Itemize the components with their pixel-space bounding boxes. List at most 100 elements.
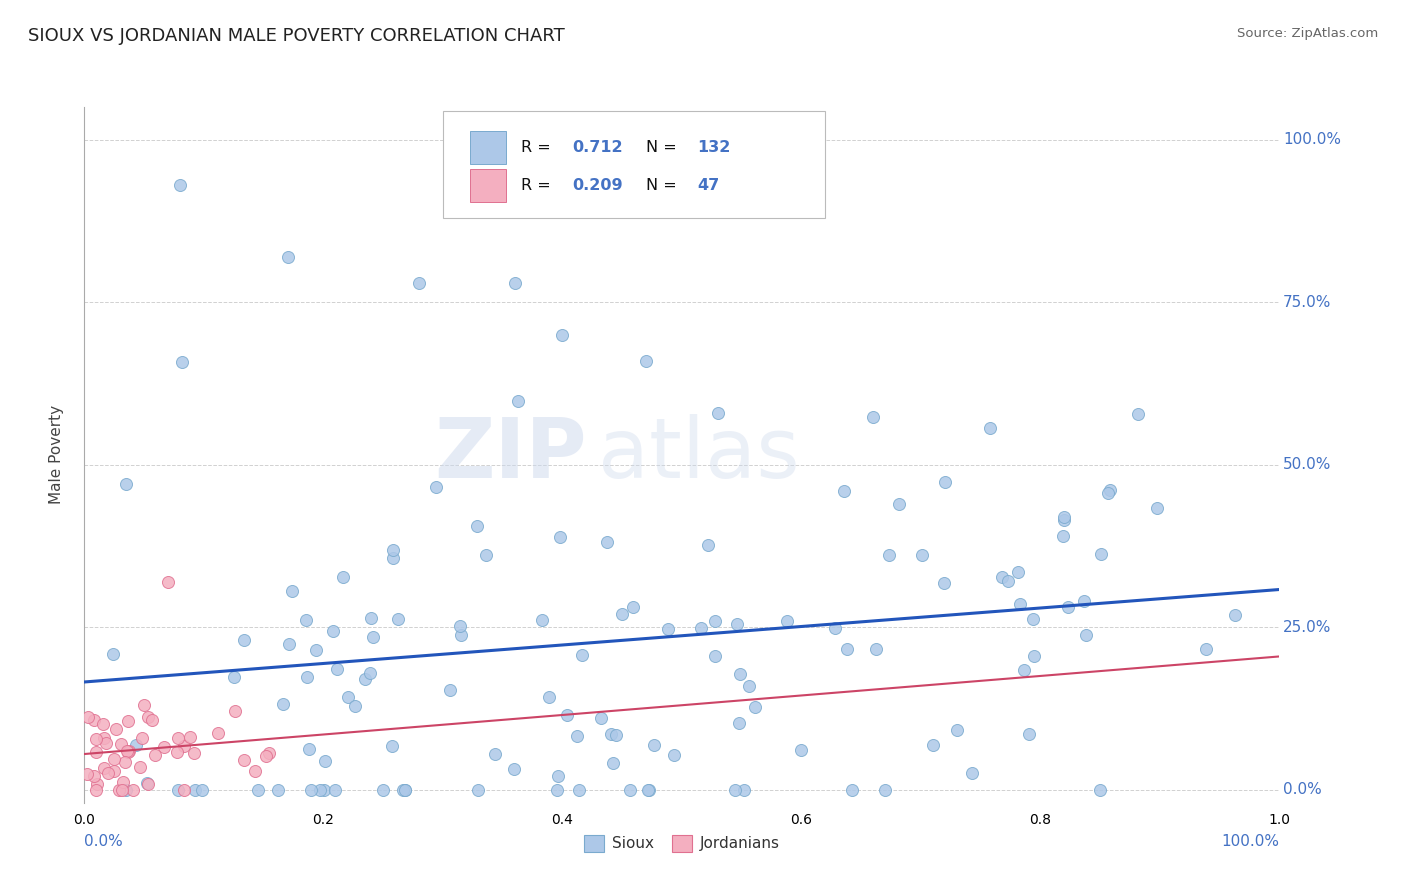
- Point: [960, 765, 983, 780]
- Point: [508, 393, 530, 408]
- Point: [837, 642, 859, 657]
- Point: [93, 761, 115, 775]
- Point: [503, 276, 526, 290]
- Point: [550, 530, 572, 544]
- Point: [247, 782, 270, 797]
- Point: [86, 777, 108, 791]
- Point: [832, 484, 855, 499]
- Text: 0.712: 0.712: [572, 140, 623, 155]
- Point: [96, 736, 118, 750]
- Text: 47: 47: [697, 178, 720, 194]
- Point: [107, 782, 129, 797]
- Text: 25.0%: 25.0%: [1284, 620, 1331, 635]
- Text: 0.0%: 0.0%: [84, 834, 124, 849]
- Point: [97, 765, 120, 780]
- FancyBboxPatch shape: [443, 111, 825, 219]
- Point: [131, 731, 153, 745]
- Point: [184, 782, 207, 797]
- Point: [610, 607, 633, 621]
- Point: [157, 574, 180, 589]
- Point: [273, 698, 295, 712]
- Point: [312, 782, 335, 797]
- Point: [475, 548, 498, 562]
- Point: [86, 731, 108, 746]
- Point: [136, 776, 159, 790]
- Point: [224, 705, 246, 719]
- Point: [1018, 727, 1040, 741]
- Point: [115, 744, 138, 758]
- Point: [991, 570, 1014, 584]
- Text: 100.0%: 100.0%: [1222, 834, 1279, 849]
- Point: [439, 683, 461, 698]
- Point: [1225, 607, 1247, 622]
- Point: [276, 250, 298, 264]
- Point: [336, 690, 359, 704]
- Point: [531, 613, 554, 627]
- Text: Source: ZipAtlas.com: Source: ZipAtlas.com: [1237, 27, 1378, 40]
- Point: [257, 746, 280, 760]
- Point: [278, 637, 301, 651]
- Point: [697, 538, 720, 552]
- Point: [360, 611, 382, 625]
- Point: [932, 575, 955, 590]
- Point: [222, 670, 245, 684]
- Point: [727, 616, 749, 631]
- Point: [467, 782, 489, 797]
- Point: [344, 698, 367, 713]
- Point: [662, 747, 685, 762]
- Point: [1057, 600, 1080, 615]
- Point: [332, 569, 354, 583]
- Y-axis label: Male Poverty: Male Poverty: [49, 405, 63, 505]
- Point: [605, 728, 627, 742]
- Point: [394, 782, 416, 797]
- Point: [190, 782, 212, 797]
- Point: [465, 518, 488, 533]
- Point: [744, 700, 766, 714]
- Point: [359, 665, 381, 680]
- Point: [1098, 483, 1121, 497]
- Point: [111, 775, 134, 789]
- Point: [243, 764, 266, 779]
- Point: [299, 782, 322, 797]
- Point: [118, 744, 141, 758]
- Point: [1090, 548, 1112, 562]
- Point: [634, 353, 657, 368]
- Point: [322, 624, 344, 639]
- Point: [84, 745, 107, 759]
- Point: [1195, 642, 1218, 657]
- Point: [173, 782, 195, 797]
- Point: [233, 753, 256, 767]
- Point: [555, 707, 578, 722]
- Text: N =: N =: [645, 140, 676, 155]
- Point: [643, 738, 665, 752]
- Point: [790, 742, 813, 756]
- Point: [637, 782, 659, 797]
- Point: [361, 630, 384, 644]
- Point: [877, 548, 900, 562]
- Point: [267, 782, 290, 797]
- Point: [103, 752, 125, 766]
- Point: [166, 731, 188, 745]
- Point: [841, 782, 863, 797]
- Point: [83, 713, 105, 727]
- Point: [114, 755, 136, 769]
- Point: [571, 648, 593, 662]
- Text: 75.0%: 75.0%: [1284, 294, 1331, 310]
- FancyBboxPatch shape: [471, 169, 506, 202]
- Text: 0.0%: 0.0%: [1284, 782, 1322, 797]
- Text: 100.0%: 100.0%: [1284, 132, 1341, 147]
- Point: [546, 782, 568, 797]
- Point: [280, 584, 302, 599]
- Point: [1128, 407, 1150, 421]
- Text: 50.0%: 50.0%: [1284, 458, 1331, 472]
- Point: [449, 619, 471, 633]
- Point: [314, 754, 336, 768]
- Point: [657, 623, 679, 637]
- Point: [1053, 509, 1076, 524]
- Point: [125, 739, 148, 753]
- Text: R =: R =: [520, 140, 550, 155]
- Point: [179, 730, 201, 744]
- Point: [637, 782, 659, 797]
- Point: [1146, 500, 1168, 515]
- Text: SIOUX VS JORDANIAN MALE POVERTY CORRELATION CHART: SIOUX VS JORDANIAN MALE POVERTY CORRELAT…: [28, 27, 565, 45]
